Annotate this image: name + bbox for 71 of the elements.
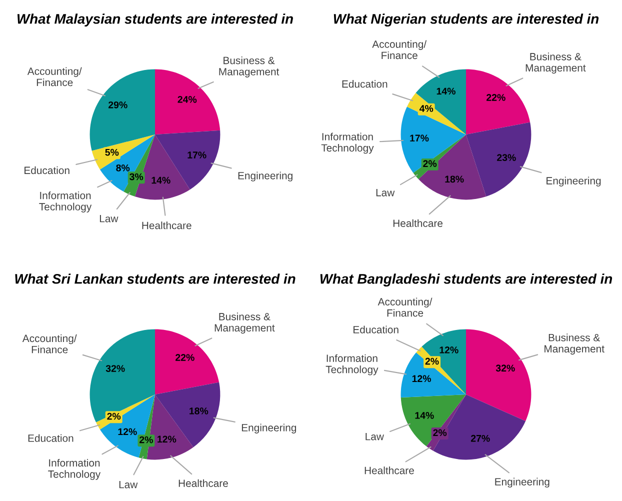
- data-label: 24%: [178, 96, 197, 103]
- slice-label: Accounting/ Finance: [27, 67, 82, 86]
- slice-label: Business & Management: [544, 334, 604, 355]
- slice-label: Law: [376, 189, 395, 196]
- slice-label: Information Technology: [321, 132, 374, 154]
- data-label: 2%: [107, 412, 121, 420]
- data-label: 2%: [433, 429, 447, 436]
- pie-slice: [416, 69, 466, 134]
- slice-label: Business & Management: [214, 312, 275, 334]
- data-label: 32%: [106, 365, 125, 372]
- data-label: 27%: [470, 434, 490, 442]
- data-label: 8%: [116, 164, 130, 172]
- pie-slice: [90, 329, 155, 422]
- slice-label: Engineering: [238, 172, 292, 182]
- pie-slice: [100, 394, 155, 458]
- data-label: 4%: [419, 105, 434, 112]
- slice-label: Accounting/ Finance: [22, 334, 77, 354]
- slice-label: Accounting/ Finance: [372, 40, 427, 60]
- slice-label: Healthcare: [393, 219, 443, 227]
- pie-slice: [400, 394, 466, 446]
- slice-label: Education: [28, 434, 74, 442]
- slice-label: Information Technology: [326, 354, 378, 376]
- data-label: 22%: [176, 354, 194, 361]
- data-label: 2%: [140, 436, 153, 444]
- chart-title: What Sri Lankan students are interested in: [15, 274, 296, 284]
- data-label: 32%: [496, 364, 515, 372]
- data-label: 14%: [436, 88, 456, 95]
- data-label: 17%: [410, 134, 429, 142]
- slice-label: Healthcare: [142, 222, 192, 230]
- slice-label: Education: [342, 80, 388, 88]
- data-label: 18%: [190, 408, 208, 414]
- data-label: 12%: [118, 428, 137, 436]
- data-label: 12%: [440, 346, 458, 354]
- data-label: 14%: [415, 412, 434, 419]
- pie-slice: [400, 352, 466, 398]
- slice-label: Accounting/ Finance: [378, 298, 432, 317]
- slice-label: Law: [100, 215, 118, 222]
- slice-label: Law: [119, 480, 138, 488]
- slice-label: Information Technology: [48, 458, 101, 480]
- pie-slice: [155, 382, 220, 448]
- pie-slice: [155, 69, 220, 134]
- data-label: 17%: [188, 152, 206, 158]
- slice-label: Information Technology: [39, 192, 92, 212]
- chart-title: What Bangladeshi students are interested in: [320, 274, 612, 287]
- pie-slice: [433, 394, 526, 460]
- data-label: 29%: [108, 101, 128, 108]
- chart-title: What Malaysian students are interested in: [17, 14, 293, 27]
- data-label: 14%: [152, 176, 170, 184]
- pie-slice: [466, 122, 532, 197]
- data-label: 22%: [486, 94, 506, 101]
- pie-slice: [466, 329, 532, 422]
- data-label: 5%: [105, 148, 119, 156]
- data-label: 12%: [158, 436, 176, 443]
- data-label: 3%: [130, 173, 144, 180]
- pie-slice: [400, 106, 466, 173]
- data-label: 12%: [412, 375, 431, 382]
- data-label: 23%: [497, 154, 516, 162]
- slice-label: Healthcare: [178, 479, 228, 487]
- slice-label: Engineering: [495, 478, 550, 488]
- slice-label: Law: [366, 432, 384, 440]
- data-label: 2%: [423, 160, 437, 168]
- slice-label: Education: [24, 166, 70, 174]
- slice-label: Business & Management: [219, 56, 280, 78]
- slice-label: Engineering: [546, 176, 601, 186]
- slice-label: Business & Management: [526, 52, 586, 74]
- chart-title: What Nigerian students are interested in: [334, 14, 599, 27]
- data-label: 18%: [445, 176, 464, 183]
- data-label: 2%: [425, 358, 439, 365]
- slice-label: Healthcare: [364, 466, 414, 474]
- slice-label: Engineering: [242, 424, 296, 434]
- slice-label: Education: [354, 326, 398, 334]
